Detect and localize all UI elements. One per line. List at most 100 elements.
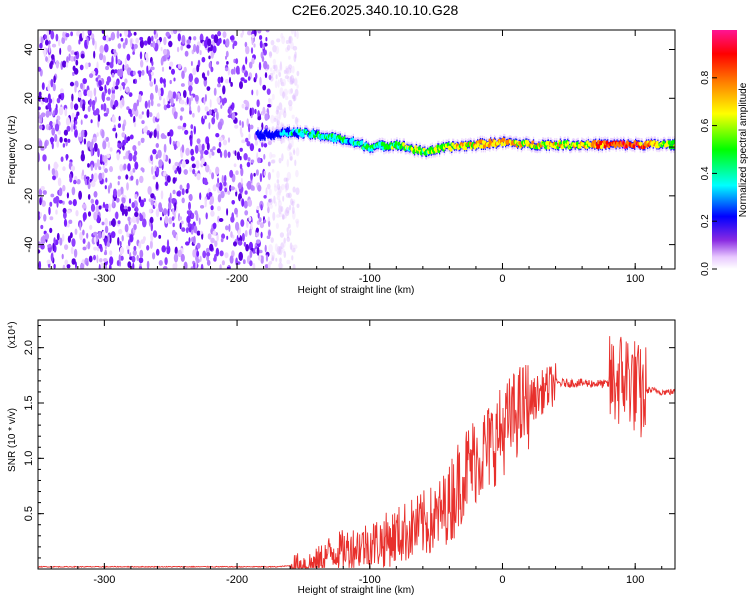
noise-speck	[126, 245, 130, 250]
noise-speck	[172, 164, 176, 171]
noise-speck	[74, 120, 78, 125]
noise-speck	[57, 177, 62, 187]
noise-speck	[258, 61, 262, 71]
noise-speck	[103, 112, 108, 117]
noise-speck	[277, 120, 280, 126]
noise-speck	[189, 110, 192, 115]
noise-speck	[134, 193, 138, 200]
snr-xtick-label: -100	[359, 574, 381, 586]
noise-speck	[49, 227, 53, 234]
noise-speck	[200, 205, 205, 209]
noise-speck	[199, 230, 203, 235]
noise-speck	[132, 70, 136, 76]
spectrogram-ytick-label: -20	[23, 188, 35, 204]
noise-speck	[60, 91, 65, 101]
noise-speck	[93, 191, 98, 198]
noise-speck	[162, 265, 168, 269]
noise-speck	[224, 187, 228, 193]
noise-speck	[167, 208, 170, 217]
noise-speck	[85, 244, 88, 249]
noise-speck	[181, 70, 185, 79]
noise-speck	[206, 142, 210, 151]
noise-speck	[275, 45, 280, 55]
noise-speck	[115, 132, 118, 139]
noise-speck	[179, 216, 183, 221]
noise-speck	[267, 172, 271, 181]
noise-speck	[244, 210, 249, 216]
noise-speck	[274, 185, 278, 192]
noise-speck	[237, 240, 243, 246]
noise-speck	[71, 112, 75, 120]
noise-speck	[99, 258, 103, 263]
noise-speck	[82, 212, 87, 221]
noise-speck	[121, 208, 126, 214]
noise-speck	[42, 235, 46, 244]
noise-speck	[127, 261, 132, 268]
noise-speck	[234, 207, 238, 215]
noise-speck	[45, 39, 49, 46]
noise-speck	[106, 80, 110, 86]
noise-speck	[249, 260, 253, 267]
noise-speck	[90, 203, 96, 212]
noise-speck	[182, 122, 187, 128]
noise-speck	[56, 115, 61, 121]
noise-speck	[96, 247, 100, 252]
noise-speck	[281, 36, 286, 45]
noise-speck	[133, 150, 138, 156]
noise-speck	[252, 186, 255, 191]
noise-speck	[99, 45, 104, 54]
snr-ytick-label: 0.5	[23, 506, 35, 521]
noise-speck	[104, 265, 108, 269]
noise-speck	[94, 142, 98, 152]
noise-speck	[172, 208, 175, 215]
noise-speck	[94, 96, 97, 103]
signal-core	[434, 148, 438, 153]
signal-core	[394, 140, 398, 146]
noise-speck	[229, 35, 235, 41]
noise-speck	[97, 231, 102, 239]
noise-speck	[150, 193, 155, 199]
noise-speck	[117, 59, 121, 64]
noise-speck	[96, 61, 99, 70]
noise-speck	[222, 139, 228, 146]
noise-speck	[38, 249, 41, 254]
noise-speck	[160, 190, 164, 200]
noise-speck	[263, 153, 266, 160]
noise-speck	[69, 81, 75, 87]
noise-speck	[276, 191, 281, 197]
noise-speck	[225, 50, 229, 58]
noise-speck	[53, 75, 56, 84]
noise-speck	[181, 144, 185, 153]
noise-speck	[245, 137, 249, 143]
noise-speck	[278, 102, 283, 111]
noise-speck	[277, 69, 281, 76]
noise-speck	[295, 218, 300, 224]
noise-speck	[180, 253, 185, 262]
noise-speck	[83, 89, 88, 97]
noise-speck	[252, 262, 256, 269]
noise-speck	[53, 237, 56, 245]
noise-speck	[246, 141, 251, 147]
spectrogram-marks	[38, 30, 675, 269]
noise-speck	[188, 201, 191, 211]
noise-speck	[266, 201, 270, 208]
noise-speck	[92, 136, 97, 143]
noise-speck	[247, 157, 251, 162]
colorbar-tick-label: 0.8	[700, 70, 711, 84]
noise-speck	[62, 166, 66, 172]
noise-speck	[282, 214, 286, 220]
noise-speck	[267, 206, 270, 214]
noise-speck	[219, 250, 224, 257]
noise-speck	[169, 61, 174, 67]
noise-speck	[280, 32, 284, 39]
noise-speck	[160, 87, 164, 97]
noise-speck	[246, 161, 251, 168]
noise-speck	[75, 210, 79, 217]
noise-speck	[104, 217, 108, 226]
noise-speck	[104, 238, 108, 246]
noise-speck	[46, 259, 51, 265]
noise-speck	[282, 248, 285, 254]
noise-speck	[194, 77, 199, 85]
noise-speck	[207, 38, 212, 47]
noise-speck	[213, 34, 219, 44]
